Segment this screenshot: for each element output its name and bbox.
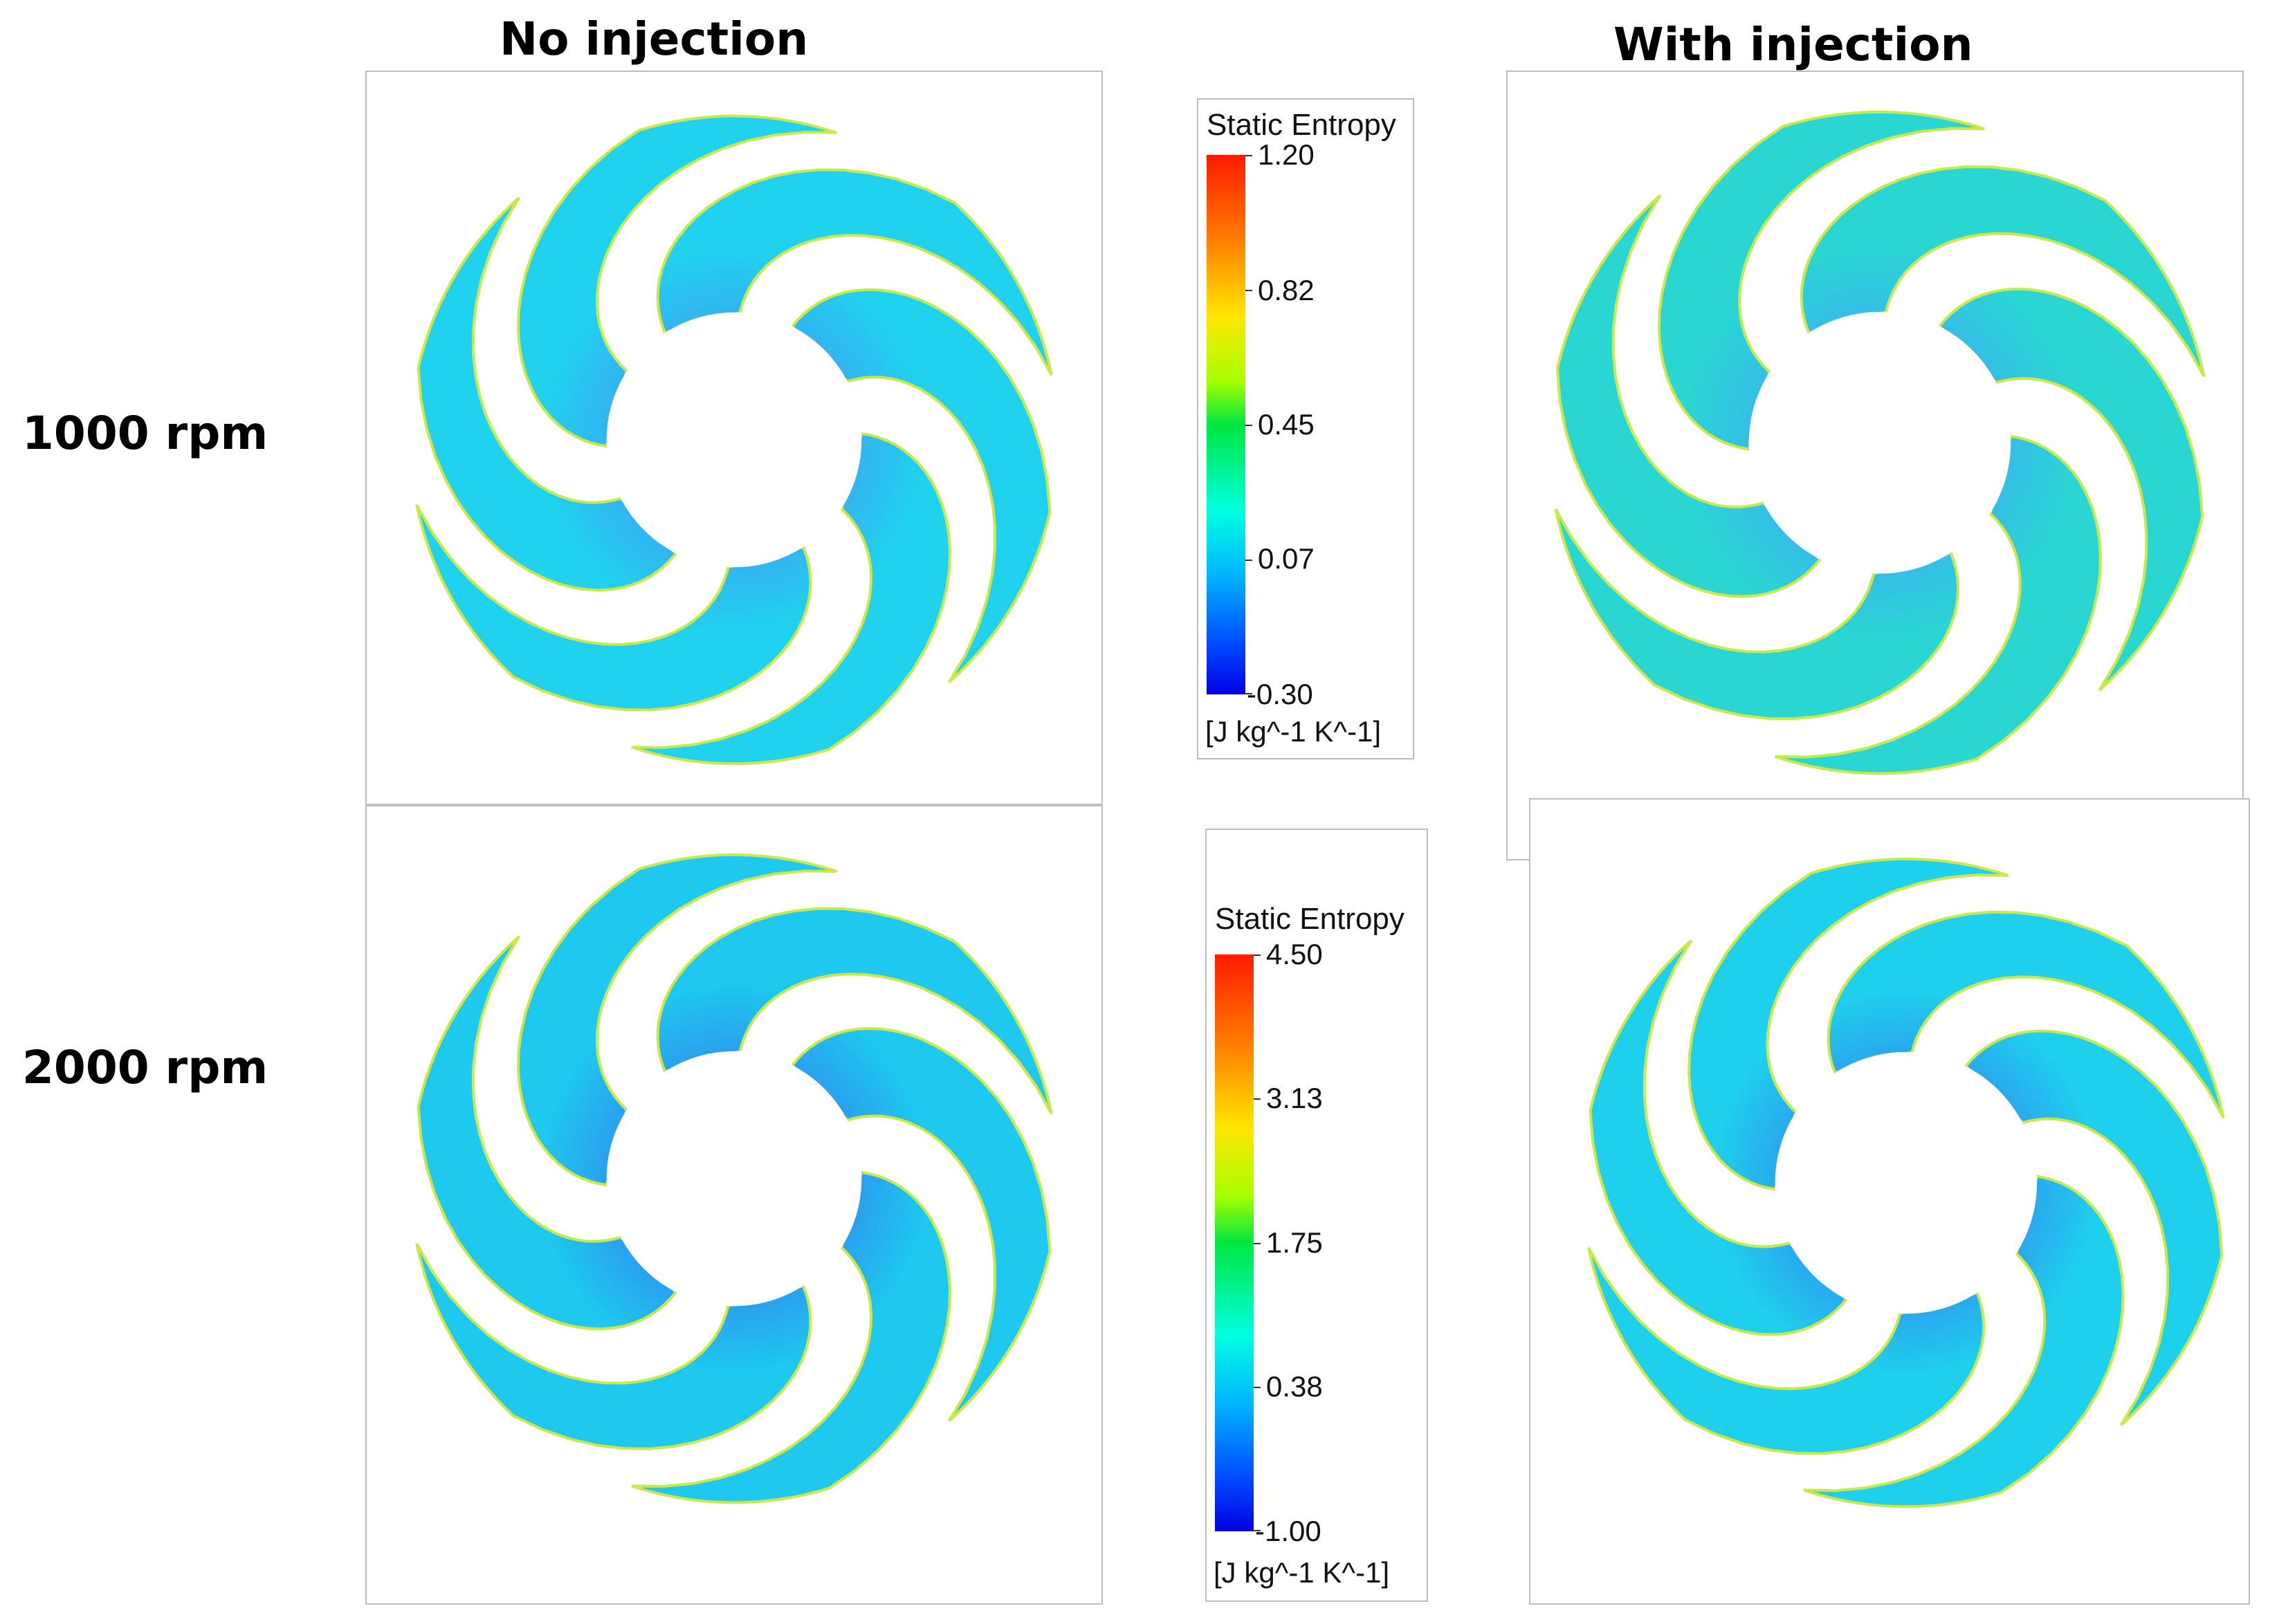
tick-label-min: -1.00: [1255, 1515, 1321, 1547]
impeller-hub: [606, 312, 862, 568]
impeller-blade: [1589, 939, 1849, 1336]
tick-label-max: 1.20: [1258, 138, 1315, 171]
tick-label: 0.07: [1258, 542, 1315, 575]
impeller-blade: [631, 432, 952, 766]
impeller-blade: [1964, 1029, 2224, 1426]
impeller-blade: [1775, 434, 2102, 775]
column-title-with-injection: With injection: [1613, 18, 1973, 71]
tick-label-min: -0.30: [1247, 678, 1313, 710]
impeller-contour: [415, 114, 1053, 766]
row-label-2000-rpm: 2000 rpm: [22, 1041, 268, 1094]
panel-2000-no-injection: [365, 805, 1103, 1605]
tick-label-max: 4.50: [1266, 938, 1323, 970]
tick-label: 3.13: [1266, 1082, 1323, 1114]
impeller-blade: [1937, 287, 2204, 692]
impeller-blade: [631, 1170, 952, 1504]
panel-2000-with-injection: [1529, 798, 2250, 1605]
tick-mark: [1245, 155, 1252, 156]
tick-label: 0.45: [1258, 408, 1315, 441]
impeller-blade: [417, 935, 678, 1331]
impeller-blade: [1587, 1246, 1986, 1455]
impeller-blade: [1687, 857, 2009, 1191]
legend-unit: [J kg^-1 K^-1]: [1205, 715, 1382, 748]
impeller-hub: [1775, 1051, 2038, 1314]
impeller-blade: [516, 853, 837, 1187]
impeller-hub: [1748, 311, 2011, 574]
impeller-blade: [415, 1243, 812, 1450]
impeller-hub: [606, 1051, 862, 1307]
impeller-blade: [656, 907, 1053, 1115]
legend-title: Static Entropy: [1207, 108, 1396, 142]
tick-mark: [1254, 1098, 1261, 1100]
impeller-blade: [1555, 194, 1822, 598]
panel-1000-no-injection: [365, 71, 1103, 805]
tick-label: 0.38: [1266, 1370, 1323, 1403]
impeller-blade: [516, 114, 837, 448]
impeller-blade: [1803, 1174, 2125, 1508]
tick-label: 0.82: [1258, 274, 1315, 306]
tick-mark: [1245, 560, 1252, 561]
tick-mark: [1254, 1530, 1261, 1531]
impeller-contour: [415, 853, 1053, 1504]
impeller-blade: [1800, 165, 2206, 378]
colorbar-legend-2000: Static Entropy 4.50 3.13 1.75 0.38 -1.00…: [1205, 829, 1428, 1602]
impeller-blade: [656, 168, 1053, 376]
impeller-contour: [1554, 110, 2206, 775]
colorbar: [1207, 155, 1245, 694]
impeller-blade: [415, 504, 812, 712]
tick-mark: [1254, 954, 1261, 956]
impeller-contour: [1587, 857, 2225, 1508]
tick-mark: [1245, 290, 1252, 291]
impeller-blade: [1657, 110, 1985, 451]
colorbar: [1215, 954, 1254, 1531]
impeller-blade: [790, 1026, 1052, 1422]
tick-label: 1.75: [1266, 1226, 1323, 1259]
impeller-blade: [1554, 508, 1960, 721]
legend-unit: [J kg^-1 K^-1]: [1214, 1556, 1390, 1589]
tick-mark: [1245, 425, 1252, 426]
impeller-blade: [417, 196, 678, 592]
tick-mark: [1245, 693, 1252, 694]
tick-mark: [1254, 1243, 1261, 1244]
colorbar-legend-1000: Static Entropy 1.20 0.82 0.45 0.07 -0.30…: [1197, 98, 1414, 759]
tick-mark: [1254, 1387, 1261, 1388]
impeller-blade: [790, 288, 1052, 683]
legend-title: Static Entropy: [1215, 902, 1404, 936]
column-title-no-injection: No injection: [500, 12, 809, 66]
panel-1000-with-injection: [1506, 71, 2244, 860]
row-label-1000-rpm: 1000 rpm: [22, 407, 268, 460]
impeller-blade: [1827, 910, 2225, 1119]
